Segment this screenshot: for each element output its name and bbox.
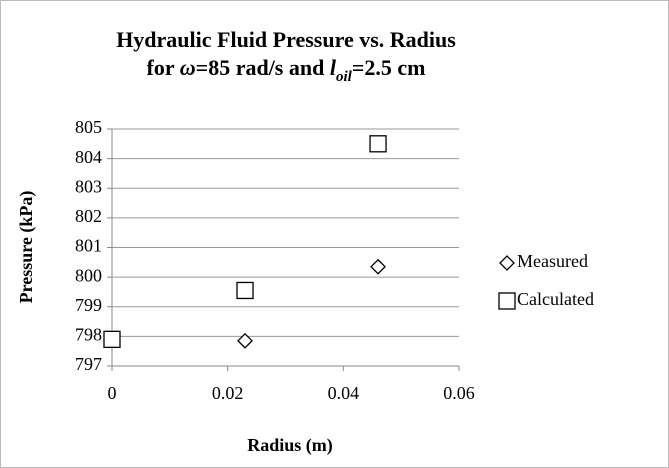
x-axis-title: Radius (m) bbox=[247, 435, 333, 456]
title-part: oil bbox=[336, 69, 353, 85]
x-tick-label: 0.06 bbox=[443, 383, 475, 403]
y-tick-label: 803 bbox=[75, 176, 102, 196]
title-part: for bbox=[147, 55, 180, 80]
title-part: =2.5 cm bbox=[352, 55, 426, 80]
y-tick-label: 804 bbox=[75, 147, 102, 167]
legend-marker bbox=[499, 255, 515, 271]
data-point bbox=[369, 135, 387, 153]
y-tick-label: 805 bbox=[75, 117, 102, 137]
legend-label: Measured bbox=[517, 251, 588, 271]
chart-subtitle: for ω=85 rad/s and loil=2.5 cm bbox=[147, 55, 426, 85]
title-part: ω bbox=[180, 55, 196, 80]
y-tick-label: 799 bbox=[75, 295, 102, 315]
x-tick-label: 0.04 bbox=[328, 383, 360, 403]
x-tick-label: 0.02 bbox=[212, 383, 244, 403]
data-point bbox=[370, 258, 386, 275]
data-point bbox=[103, 330, 121, 348]
y-tick-label: 802 bbox=[75, 206, 102, 226]
data-point bbox=[236, 281, 254, 300]
y-tick-label: 801 bbox=[75, 236, 102, 256]
data-point bbox=[237, 332, 253, 349]
title-part: l bbox=[330, 55, 337, 80]
chart-title: Hydraulic Fluid Pressure vs. Radius bbox=[116, 27, 456, 52]
title-part: =85 rad/s and bbox=[196, 55, 330, 80]
y-tick-label: 798 bbox=[75, 325, 102, 345]
legend-label: Calculated bbox=[517, 289, 594, 309]
y-axis-title: Pressure (kPa) bbox=[16, 191, 37, 304]
x-tick-label: 0 bbox=[108, 383, 117, 403]
legend-marker bbox=[498, 292, 516, 310]
y-tick-label: 800 bbox=[75, 265, 102, 285]
y-tick-label: 797 bbox=[75, 354, 102, 374]
